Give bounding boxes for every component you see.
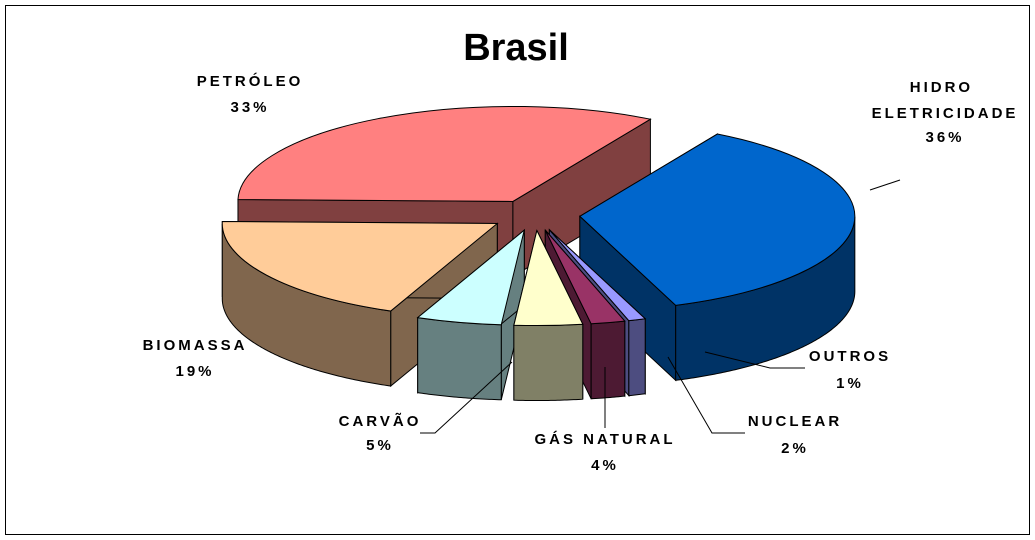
slice-value-label: 4% bbox=[591, 457, 619, 474]
labels: HIDRO ELETRICIDADE 36% OUTROS 1% NUCLEAR 2% GÁ… bbox=[143, 72, 1019, 474]
slice-label: OUTROS bbox=[809, 348, 891, 365]
slice-label: PETRÓLEO bbox=[197, 72, 304, 90]
slice-top bbox=[221, 220, 499, 312]
leader-line bbox=[704, 351, 805, 369]
chart-title: Brasil bbox=[463, 27, 569, 69]
pie-slice bbox=[579, 133, 856, 382]
slice-label: NUCLEAR bbox=[748, 413, 842, 430]
slice-top bbox=[579, 133, 856, 306]
slice-value-label: 19% bbox=[175, 363, 214, 380]
slice-rim bbox=[628, 318, 646, 397]
slice-value-label: 2% bbox=[781, 440, 809, 457]
slice-rim bbox=[513, 323, 584, 402]
slice-label: CARVÃO bbox=[339, 412, 422, 430]
slice-top bbox=[513, 229, 584, 327]
leader-line bbox=[869, 179, 901, 191]
slice-rim bbox=[590, 320, 626, 400]
slice-top bbox=[416, 228, 526, 326]
slice-value-label: 33% bbox=[230, 99, 269, 116]
slice-value-label: 5% bbox=[366, 437, 394, 454]
leader-line bbox=[667, 356, 745, 434]
slice-rim bbox=[417, 317, 502, 401]
slice-label: BIOMASSA bbox=[143, 337, 248, 354]
slice-top bbox=[237, 105, 652, 202]
pie bbox=[221, 105, 856, 402]
leader-line bbox=[420, 361, 513, 434]
pie-slice bbox=[416, 228, 526, 401]
slice-label: HIDRO ELETRICIDADE bbox=[872, 79, 1019, 122]
slice-value-label: 1% bbox=[836, 375, 864, 392]
slice-top bbox=[548, 229, 647, 322]
slice-label: GÁS NATURAL bbox=[534, 431, 675, 448]
slice-top bbox=[544, 229, 626, 325]
pie-slice bbox=[513, 229, 584, 402]
slice-value-label: 36% bbox=[925, 129, 964, 146]
